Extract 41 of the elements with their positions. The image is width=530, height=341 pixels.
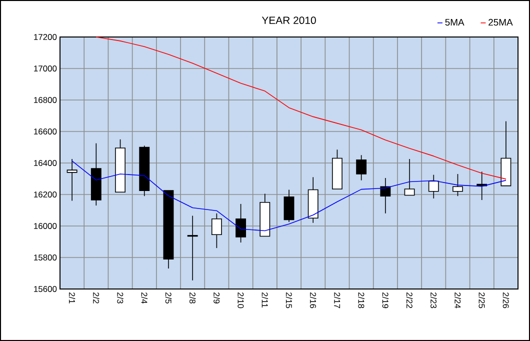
candlestick xyxy=(187,215,198,281)
y-tick-label: 16200 xyxy=(34,192,57,198)
x-tick-label: 2/11 xyxy=(262,292,268,308)
candlestick xyxy=(356,154,367,181)
x-tick-label: 2/16 xyxy=(310,292,316,308)
x-tick-label: 2/25 xyxy=(478,292,485,308)
x-tick-label: 2/10 xyxy=(238,292,244,308)
x-tick-label: 2/1 xyxy=(68,292,76,304)
candlestick xyxy=(380,178,391,214)
y-tick-label: 16800 xyxy=(34,97,57,103)
y-tick-label: 17200 xyxy=(34,34,57,40)
y-tick-label: 17000 xyxy=(34,66,57,72)
x-tick-label: 2/3 xyxy=(117,292,124,304)
x-tick-label: 2/15 xyxy=(286,292,292,308)
x-tick-label: 2/22 xyxy=(406,292,413,308)
chart-title: YEAR 2010 xyxy=(262,16,316,24)
x-tick-label: 2/9 xyxy=(214,292,220,304)
x-tick-label: 2/19 xyxy=(382,292,389,308)
x-tick-label: 2/24 xyxy=(454,292,461,308)
x-tick-label: 2/18 xyxy=(358,292,364,308)
legend-label: 25MA xyxy=(488,18,513,26)
candlestick xyxy=(66,158,78,202)
y-tick-label: 16400 xyxy=(34,160,57,166)
y-tick-label: 15800 xyxy=(34,254,57,260)
candlestick xyxy=(236,204,246,243)
x-tick-label: 2/2 xyxy=(93,292,100,304)
x-tick-label: 2/26 xyxy=(502,292,510,308)
candlestick xyxy=(452,174,463,196)
y-tick-label: 16000 xyxy=(34,223,57,229)
legend-label: 5MA xyxy=(445,18,464,26)
candlestick xyxy=(284,189,294,222)
x-tick-label: 2/4 xyxy=(141,292,148,304)
x-tick-label: 2/17 xyxy=(334,292,340,308)
y-tick-label: 15600 xyxy=(34,286,57,292)
candlestick xyxy=(211,213,222,248)
x-tick-label: 2/5 xyxy=(165,292,172,304)
candlestick xyxy=(428,174,439,199)
x-tick-label: 2/23 xyxy=(430,292,437,308)
candlestick xyxy=(404,158,415,196)
y-tick-label: 16600 xyxy=(34,128,57,134)
x-tick-label: 2/8 xyxy=(189,292,196,304)
